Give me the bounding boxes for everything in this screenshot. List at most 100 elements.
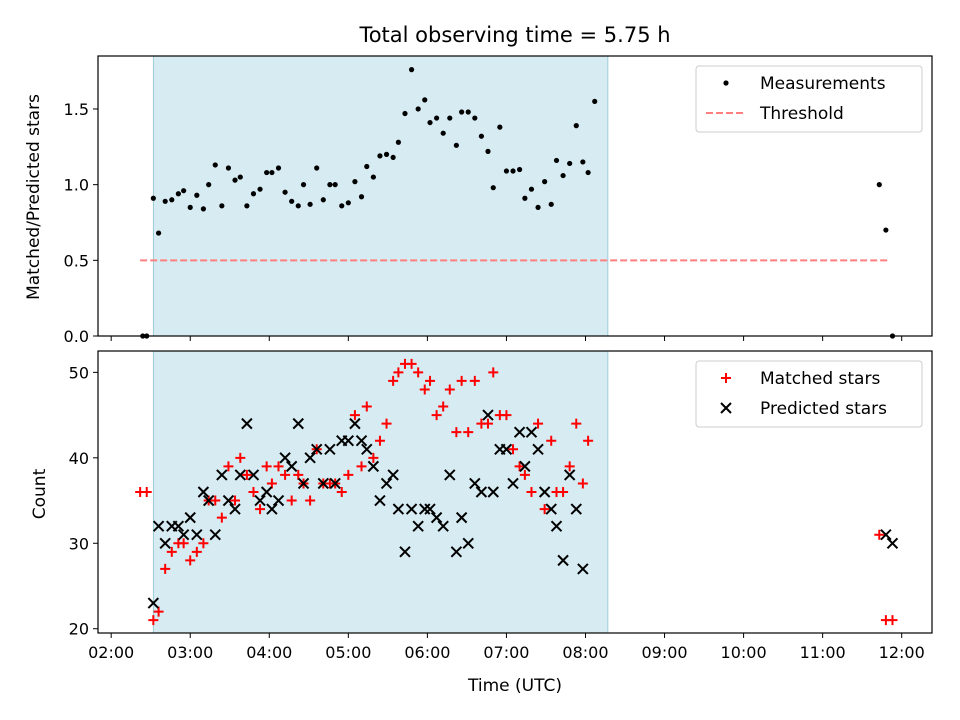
data-point — [876, 182, 882, 188]
data-point — [257, 186, 263, 192]
legend-label: Measurements — [760, 74, 886, 94]
x-tick-label: 10:00 — [721, 643, 767, 662]
data-point — [311, 443, 323, 455]
data-point — [289, 198, 295, 204]
data-point — [880, 529, 892, 541]
data-point — [453, 142, 459, 148]
data-point — [533, 418, 544, 429]
data-point — [329, 477, 341, 490]
data-point — [478, 133, 485, 139]
data-point — [219, 203, 225, 209]
legend-swatch — [721, 373, 731, 383]
data-point — [200, 206, 207, 212]
y-tick-label: 20 — [69, 620, 89, 639]
data-point — [380, 477, 393, 490]
data-point — [266, 478, 277, 489]
data-point — [444, 384, 455, 395]
data-point — [381, 418, 392, 429]
data-point — [244, 203, 250, 209]
y-tick-label: 30 — [69, 534, 89, 553]
data-point — [525, 426, 538, 438]
data-point — [206, 182, 212, 188]
y-tick-label: 50 — [69, 363, 89, 382]
data-point — [361, 401, 372, 412]
legend-label: Threshold — [759, 104, 844, 124]
data-point — [194, 192, 200, 198]
data-point — [522, 195, 528, 201]
data-point — [234, 469, 247, 481]
data-point — [472, 115, 478, 121]
data-point — [295, 203, 301, 209]
data-point — [235, 452, 246, 463]
data-point — [361, 443, 373, 455]
data-point — [482, 418, 493, 429]
x-tick-label: 11:00 — [800, 643, 846, 662]
data-point — [886, 537, 899, 549]
legend-box — [695, 65, 923, 133]
data-point — [482, 409, 494, 421]
data-point — [455, 511, 468, 524]
data-point — [399, 546, 411, 558]
data-point — [222, 494, 235, 507]
observing-window-shade — [152, 350, 609, 634]
data-point — [451, 427, 462, 438]
data-point — [339, 203, 345, 209]
top-panel: 0.0 0.5 1.0 1.5 Measurements Threshold — [64, 55, 933, 346]
data-point — [425, 375, 436, 386]
y-tick-label: 0.5 — [64, 251, 89, 270]
data-point — [286, 495, 297, 506]
data-point — [538, 486, 551, 498]
data-point — [503, 168, 510, 174]
series-measurements — [140, 67, 896, 339]
data-point — [159, 537, 171, 549]
data-point — [427, 119, 433, 126]
data-point — [413, 367, 424, 378]
data-point — [264, 169, 270, 176]
data-point — [488, 367, 499, 378]
data-point — [255, 504, 266, 515]
data-point — [430, 511, 443, 524]
data-point — [247, 469, 260, 481]
data-point — [229, 503, 241, 515]
data-point — [585, 169, 591, 176]
series-predicted-stars — [147, 409, 899, 609]
data-point — [198, 538, 209, 549]
data-point — [266, 503, 278, 515]
data-point — [402, 110, 408, 117]
data-point — [392, 503, 405, 515]
x-axis-label: Time (UTC) — [467, 676, 562, 696]
data-point — [577, 563, 589, 575]
data-point — [564, 461, 575, 472]
data-point — [450, 546, 463, 558]
data-point — [412, 520, 424, 532]
data-point — [485, 148, 491, 154]
data-point — [510, 168, 516, 174]
data-point — [197, 486, 210, 498]
data-point — [519, 460, 531, 473]
data-point — [438, 401, 449, 412]
data-point — [332, 182, 338, 188]
legend-label: Matched stars — [760, 369, 880, 389]
data-point — [558, 487, 569, 497]
data-point — [883, 227, 889, 233]
x-tick-label: 05:00 — [325, 643, 371, 662]
bottom-panel: 20 30 40 50 02:00 03:00 04:00 05:00 06:00 07:00 08… — [69, 350, 933, 662]
data-point — [408, 67, 415, 73]
data-point — [342, 435, 355, 447]
data-point — [507, 477, 519, 490]
data-point — [304, 452, 316, 464]
data-point — [156, 230, 162, 236]
data-point — [269, 169, 275, 176]
legend: Measurements Threshold — [695, 65, 923, 133]
data-point — [388, 375, 399, 386]
data-point — [465, 109, 471, 115]
data-point — [356, 461, 367, 472]
data-point — [374, 435, 385, 446]
data-point — [343, 469, 354, 480]
legend-box — [695, 360, 923, 428]
data-point — [282, 189, 288, 195]
data-point — [437, 520, 449, 532]
data-point — [273, 461, 284, 472]
data-point — [415, 106, 421, 112]
data-point — [230, 495, 241, 506]
